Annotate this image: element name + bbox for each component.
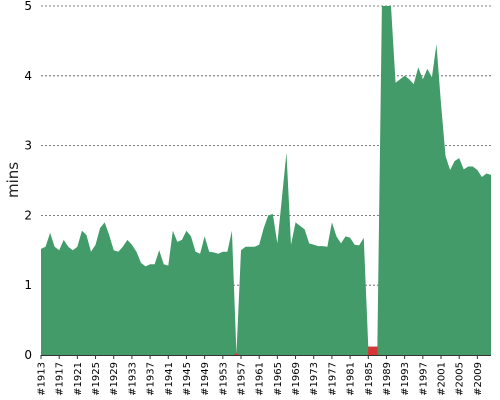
x-tick-label: #1921 — [73, 362, 84, 396]
y-tick-label: 5 — [24, 0, 32, 13]
x-tick-label: #1933 — [127, 362, 138, 396]
x-tick-label: #1977 — [327, 362, 338, 396]
y-axis-ticks: 0 1 2 3 4 5 — [24, 0, 32, 362]
x-tick-label: #1993 — [400, 362, 411, 396]
highlight-segment — [367, 346, 378, 355]
chart-area — [41, 6, 491, 355]
x-tick-label: #1981 — [346, 362, 357, 396]
y-axis-label: mins — [4, 162, 22, 198]
x-tick-label: #1973 — [309, 362, 320, 396]
x-tick-label: #2001 — [437, 362, 448, 396]
x-tick-label: #1913 — [37, 362, 48, 396]
x-tick-label: #1929 — [109, 362, 120, 396]
x-tick-label: #1925 — [91, 362, 102, 396]
x-tick-label: #1949 — [200, 362, 211, 396]
x-tick-label: #1957 — [237, 362, 248, 396]
x-tick-label: #1965 — [273, 362, 284, 396]
x-tick-label: #1945 — [182, 362, 193, 396]
x-axis-ticks: #1913 #1917 #1921 #1925 #1929 #1933 #1937 #1941… — [37, 355, 484, 396]
y-tick-label: 0 — [24, 348, 32, 362]
x-tick-label: #1969 — [291, 362, 302, 396]
x-tick-label: #1961 — [255, 362, 266, 396]
x-tick-label: #1985 — [364, 362, 375, 396]
x-tick-label: #2005 — [455, 362, 466, 396]
x-tick-label: #1953 — [218, 362, 229, 396]
x-tick-label: #1937 — [146, 362, 157, 396]
x-tick-label: #1997 — [418, 362, 429, 396]
area-series — [41, 6, 491, 355]
y-tick-label: 1 — [24, 278, 32, 292]
x-tick-label: #1917 — [55, 362, 66, 396]
x-tick-label: #1941 — [164, 362, 175, 396]
highlight-segment — [234, 353, 239, 355]
y-tick-label: 3 — [24, 139, 32, 153]
y-tick-label: 2 — [24, 208, 32, 222]
x-tick-label: #1989 — [382, 362, 393, 396]
x-tick-label: #2009 — [473, 362, 484, 396]
y-tick-label: 4 — [24, 69, 32, 83]
